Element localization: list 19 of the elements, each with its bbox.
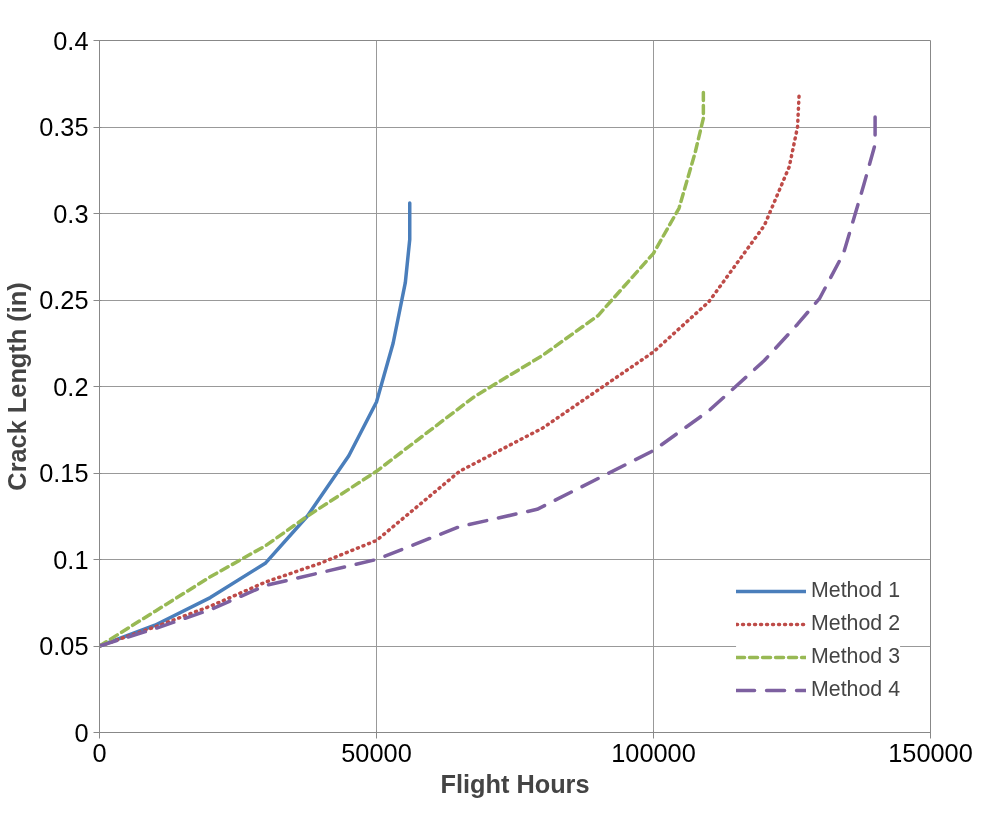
y-tick-label: 0.15 — [39, 459, 89, 487]
y-tick-label: 0.05 — [39, 632, 89, 660]
legend-label: Method 4 — [811, 677, 900, 702]
x-tick-label: 0 — [92, 738, 107, 767]
y-axis-title: Crack Length (in) — [3, 282, 32, 491]
legend-label: Method 3 — [811, 644, 900, 669]
x-tick-label: 50000 — [341, 738, 412, 767]
y-tick-label: 0 — [74, 718, 89, 747]
y-tick-label: 0.4 — [53, 26, 89, 55]
x-axis-title: Flight Hours — [440, 769, 590, 798]
y-tick-label: 0.2 — [53, 372, 89, 401]
x-tick-label: 150000 — [888, 738, 973, 767]
y-tick-label: 0.1 — [53, 545, 89, 574]
y-tick-label: 0.25 — [39, 286, 89, 314]
y-tick-label: 0.35 — [39, 113, 89, 141]
y-tick-label: 0.3 — [53, 199, 89, 228]
x-tick-label: 100000 — [611, 738, 696, 767]
legend-label: Method 1 — [811, 578, 900, 603]
legend-label: Method 2 — [811, 611, 900, 636]
